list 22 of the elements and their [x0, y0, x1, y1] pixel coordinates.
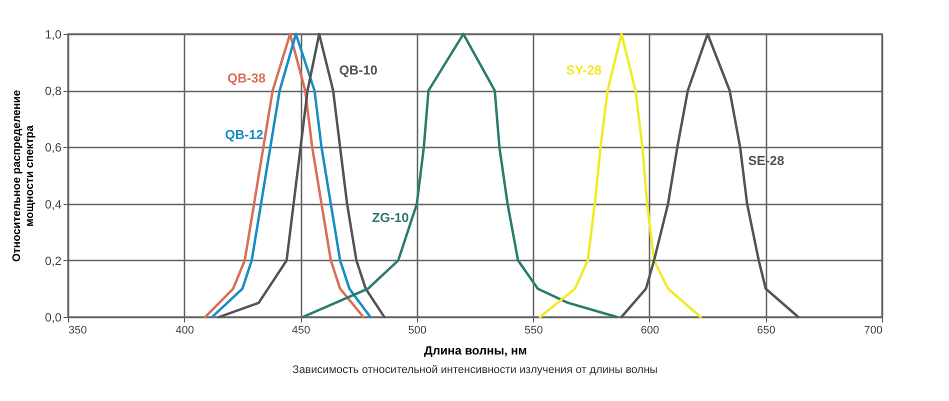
- x-tick-label: 550: [524, 324, 543, 336]
- x-tick-label: 500: [408, 324, 427, 336]
- y-tick-label: 0,2: [44, 254, 62, 268]
- x-axis-title: Длина волны, нм: [424, 344, 528, 358]
- y-tick-label: 1,0: [44, 28, 62, 42]
- y-tick-label: 0,6: [44, 140, 62, 155]
- x-tick-label: 450: [292, 324, 310, 336]
- x-tick-label: 700: [864, 324, 882, 336]
- series-label: SY-28: [566, 62, 602, 78]
- text: Зависимость относительной интенсивности излучения от длины волны: [292, 364, 658, 376]
- series-label: ZG-10: [372, 210, 409, 225]
- y-tick-label: 0,4: [44, 197, 62, 212]
- y-tick-label: 0,8: [44, 84, 62, 98]
- series-label: QB-12: [225, 127, 264, 142]
- x-tick-label: 350: [68, 324, 87, 336]
- series-label: QB-38: [227, 70, 266, 86]
- x-tick-label: 600: [640, 324, 660, 336]
- y-tick-label: 0,0: [44, 310, 62, 324]
- series-label: QB-10: [339, 62, 378, 78]
- x-tick-label: 650: [757, 324, 776, 336]
- x-tick-label: 400: [176, 324, 194, 336]
- y-axis-title: Относительное распределение мощности спектра: [10, 90, 36, 262]
